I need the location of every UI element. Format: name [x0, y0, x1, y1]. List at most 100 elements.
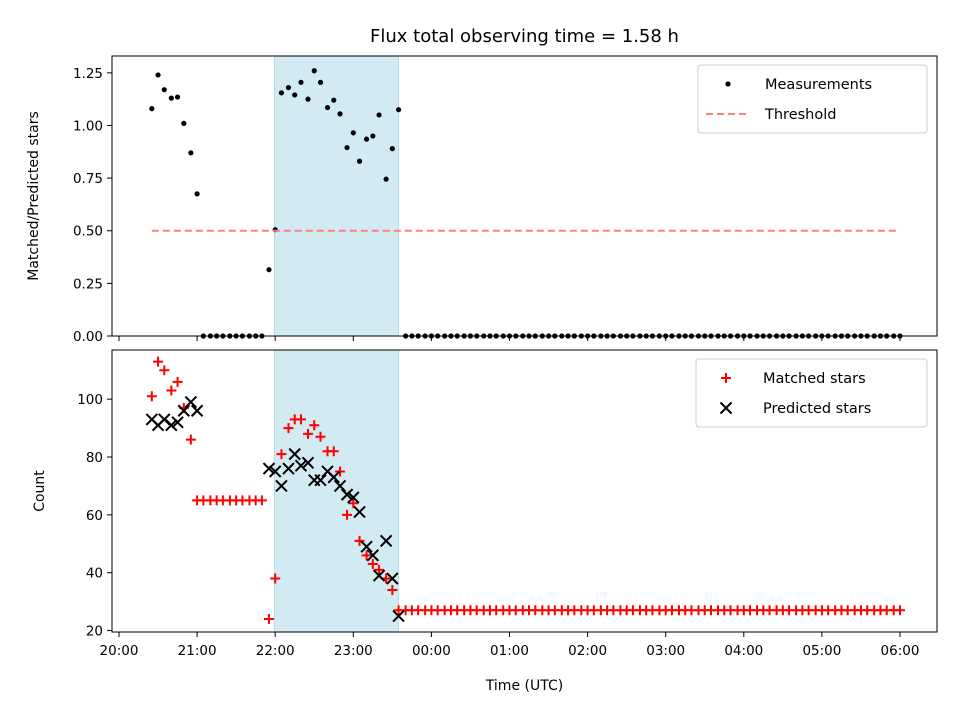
- x-tick-label: 03:00: [646, 643, 685, 659]
- legend-box: [695, 358, 928, 428]
- highlight-span: [273, 55, 400, 337]
- y-tick-label: 60: [86, 508, 103, 524]
- matched-star-point: [335, 466, 346, 477]
- y-tick-label: 1.00: [73, 118, 103, 134]
- legend-label: Matched stars: [763, 371, 866, 387]
- plot-frame: [111, 349, 938, 633]
- measurement-point: [363, 136, 370, 142]
- measurement-point: [155, 72, 161, 78]
- predicted-star-point: [268, 465, 282, 478]
- measurement-point: [181, 120, 187, 126]
- matched-star-point: [146, 391, 157, 402]
- matched-star-point: [159, 365, 170, 376]
- legend-box: [697, 64, 928, 134]
- legend-marker-x: [719, 401, 733, 415]
- matched-star-point: [309, 420, 320, 431]
- measurement-point: [395, 107, 402, 113]
- y-tick-label: 1.25: [73, 66, 103, 82]
- measurement-point: [298, 79, 304, 85]
- matched-star-point: [315, 431, 326, 442]
- matched-star-point: [354, 535, 365, 546]
- measurement-point: [376, 112, 382, 118]
- measurement-point: [188, 150, 194, 156]
- measurement-point: [292, 92, 298, 98]
- legend-marker-dot: [725, 81, 731, 87]
- matched-star-point: [361, 550, 372, 561]
- measurement-point: [370, 133, 376, 139]
- y-tick-label: 0.00: [73, 329, 103, 345]
- measurement-point: [311, 68, 317, 74]
- predicted-star-point: [327, 471, 340, 484]
- series-matched-stars: [146, 356, 905, 624]
- y-tick-label: 0.25: [73, 276, 103, 292]
- y-axis-label: Count: [32, 470, 48, 512]
- x-tick-label: 00:00: [412, 643, 451, 659]
- y-tick-label: 100: [77, 392, 103, 408]
- predicted-star-point: [275, 479, 288, 493]
- measurement-point: [161, 87, 167, 93]
- measurement-point: [350, 130, 356, 136]
- x-tick-label: 05:00: [802, 643, 841, 659]
- legend-label: Measurements: [765, 77, 872, 93]
- matched-star-point: [374, 564, 385, 575]
- predicted-star-point: [288, 447, 301, 461]
- predicted-star-point: [379, 534, 393, 548]
- y-tick-label: 40: [86, 566, 103, 582]
- matched-star-point: [256, 495, 267, 506]
- x-tick-label: 06:00: [881, 643, 920, 659]
- matched-star-point: [895, 605, 905, 616]
- predicted-star-point: [301, 456, 315, 470]
- measurement-point: [324, 104, 331, 111]
- x-tick-label: 22:00: [256, 643, 295, 659]
- matched-star-point: [166, 385, 177, 396]
- plot-frame: [111, 55, 938, 337]
- measurement-point: [285, 84, 292, 91]
- measurement-point: [389, 146, 395, 152]
- predicted-star-point: [353, 505, 366, 519]
- x-tick-label: 23:00: [334, 643, 373, 659]
- matched-star-point: [276, 449, 287, 460]
- predicted-star-point: [372, 569, 386, 582]
- predicted-star-point: [171, 416, 184, 429]
- matched-star-point: [270, 573, 281, 584]
- predicted-star-point: [333, 479, 347, 493]
- predicted-star-point: [392, 609, 405, 623]
- predicted-star-point: [366, 549, 380, 562]
- measurement-point: [344, 144, 350, 151]
- predicted-star-point: [177, 404, 191, 417]
- measurement-point: [356, 158, 363, 164]
- measurement-point: [305, 96, 311, 102]
- measurement-point: [168, 95, 174, 101]
- y-tick-label: 80: [86, 450, 103, 466]
- predicted-star-point: [314, 473, 327, 487]
- x-tick-label: 02:00: [568, 643, 607, 659]
- series-predicted-stars: [145, 395, 405, 623]
- measurement-point: [174, 94, 181, 100]
- legend: Matched stars Predicted stars: [695, 358, 928, 428]
- predicted-star-point: [190, 404, 204, 417]
- matched-star-point: [328, 446, 339, 457]
- predicted-star-point: [184, 395, 198, 409]
- x-axis-label: Time (UTC): [485, 678, 563, 694]
- x-tick-label: 20:00: [100, 643, 139, 659]
- x-tick-label: 04:00: [724, 643, 763, 659]
- predicted-star-point: [282, 462, 295, 475]
- measurement-point: [383, 176, 389, 182]
- measurement-point: [194, 191, 200, 197]
- series-measurements: [149, 68, 903, 339]
- predicted-star-point: [347, 491, 360, 504]
- x-tick-label: 21:00: [178, 643, 217, 659]
- matched-star-point: [295, 414, 306, 425]
- y-tick-label: 20: [86, 624, 103, 640]
- measurement-point: [317, 79, 324, 85]
- legend: Measurements Threshold: [697, 64, 928, 134]
- predicted-star-point: [386, 572, 399, 585]
- predicted-star-point: [340, 488, 354, 501]
- predicted-star-point: [294, 459, 308, 472]
- measurement-point: [149, 106, 155, 112]
- chart-title: Flux total observing time = 1.58 h: [370, 26, 679, 47]
- y-axis-label: Matched/Predicted stars: [26, 111, 42, 281]
- bottom-panel-counts: 20:00 21:00 22:00 23:00 00:00 01:00 02:00 03:00…: [32, 349, 938, 694]
- matched-star-point: [342, 509, 353, 520]
